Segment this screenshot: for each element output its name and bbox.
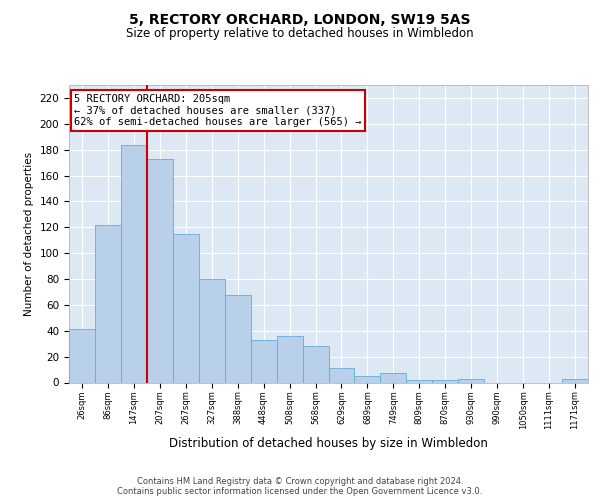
Text: Contains HM Land Registry data © Crown copyright and database right 2024.: Contains HM Land Registry data © Crown c… (137, 477, 463, 486)
Bar (199, 279, 224, 382)
Bar (251, 340, 277, 382)
Bar (355, 376, 380, 382)
Bar (121, 144, 147, 382)
Text: Contains public sector information licensed under the Open Government Licence v3: Contains public sector information licen… (118, 487, 482, 496)
Bar (225, 294, 251, 382)
Bar (277, 336, 302, 382)
Bar (562, 378, 588, 382)
Bar (380, 374, 406, 382)
Text: 5 RECTORY ORCHARD: 205sqm
← 37% of detached houses are smaller (337)
62% of semi: 5 RECTORY ORCHARD: 205sqm ← 37% of detac… (74, 94, 362, 127)
Text: 5, RECTORY ORCHARD, LONDON, SW19 5AS: 5, RECTORY ORCHARD, LONDON, SW19 5AS (129, 12, 471, 26)
Bar (302, 346, 329, 382)
Bar (69, 330, 95, 382)
Bar (329, 368, 355, 382)
Bar (95, 224, 121, 382)
Y-axis label: Number of detached properties: Number of detached properties (24, 152, 34, 316)
Text: Size of property relative to detached houses in Wimbledon: Size of property relative to detached ho… (126, 28, 474, 40)
Bar (406, 380, 432, 382)
Bar (458, 378, 484, 382)
X-axis label: Distribution of detached houses by size in Wimbledon: Distribution of detached houses by size … (169, 438, 488, 450)
Bar (433, 380, 458, 382)
Bar (173, 234, 199, 382)
Bar (147, 158, 173, 382)
